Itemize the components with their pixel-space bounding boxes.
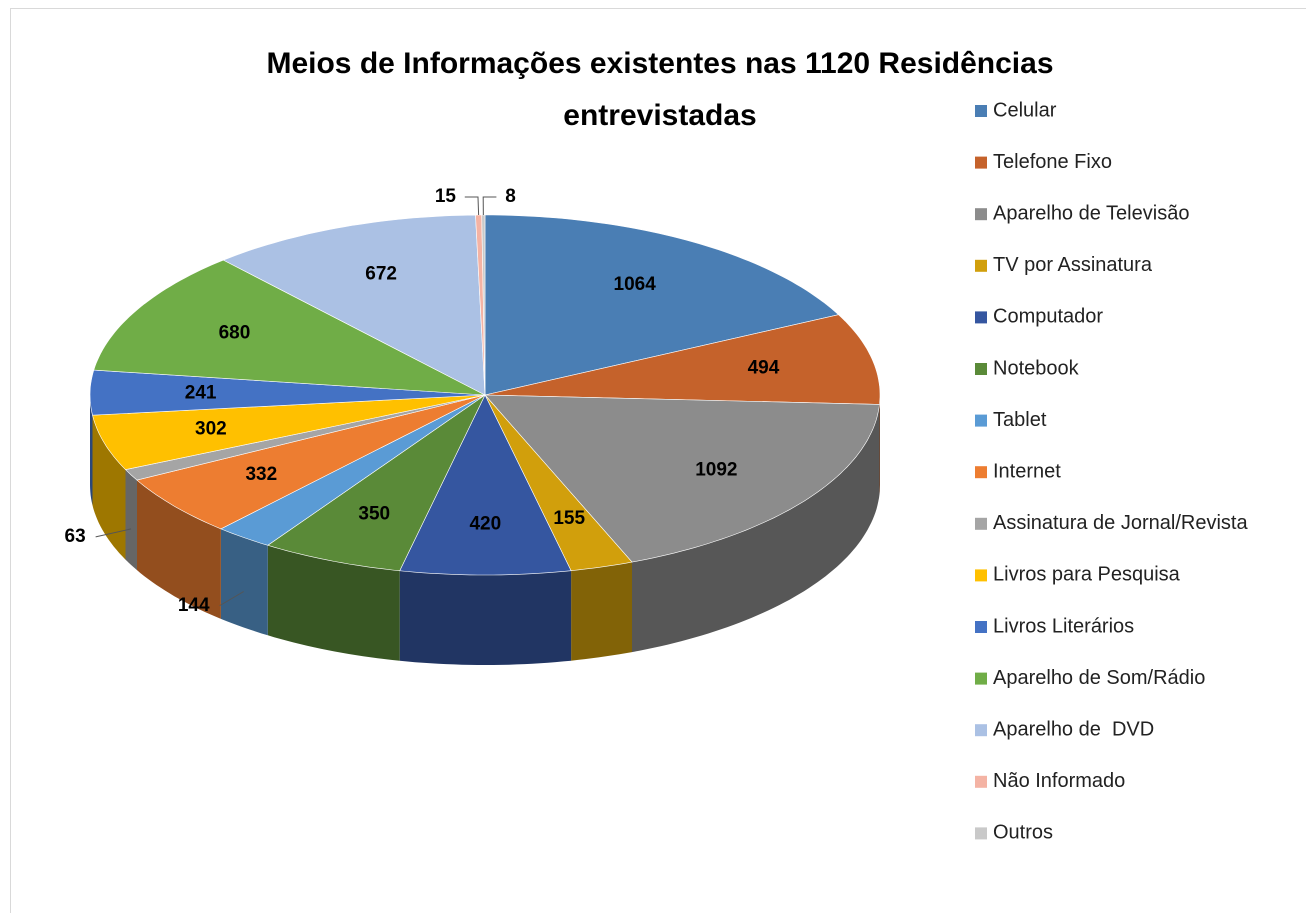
leader-line — [95, 528, 132, 538]
pie-slice — [89, 369, 486, 416]
slice-tops — [89, 214, 881, 576]
legend-label: Celular — [993, 99, 1057, 121]
pie-slice — [136, 394, 486, 530]
slice-side — [92, 415, 126, 560]
data-label: 302 — [195, 419, 227, 440]
data-label: 241 — [185, 382, 217, 403]
legend-label: Não Informado — [993, 770, 1125, 792]
legend-label: Computador — [993, 306, 1103, 328]
legend-swatch — [975, 105, 987, 117]
data-label: 494 — [748, 358, 780, 379]
legend-swatch — [975, 827, 987, 840]
legend-swatch — [975, 724, 987, 737]
slice-side — [267, 545, 400, 661]
legend-label: Aparelho de Som/Rádio — [993, 667, 1205, 689]
legend-swatch — [975, 363, 987, 375]
legend-swatch — [975, 621, 987, 633]
legend-swatch — [975, 672, 987, 685]
data-label: 1092 — [695, 459, 737, 480]
data-label: 155 — [553, 508, 585, 529]
legend-label: Telefone Fixo — [993, 151, 1112, 173]
leader-line — [464, 196, 480, 216]
data-label: 144 — [178, 595, 210, 616]
chart-title: Meios de Informações existentes nas 1120… — [266, 47, 1054, 132]
data-label: 8 — [505, 186, 516, 207]
slice-side — [879, 395, 880, 495]
slice-side — [125, 469, 137, 571]
legend-label: Aparelho de DVD — [993, 718, 1154, 740]
slice-side — [632, 404, 880, 653]
slice-side — [399, 570, 572, 665]
legend-label: Tablet — [993, 409, 1047, 431]
legend-swatch — [975, 156, 987, 169]
pie-slice — [92, 394, 486, 470]
data-label: 672 — [365, 263, 397, 284]
data-label: 332 — [245, 464, 277, 485]
data-label: 680 — [219, 323, 251, 344]
legend-label: TV por Assinatura — [993, 254, 1153, 276]
pie-slice — [267, 394, 486, 572]
pie-slice — [484, 314, 881, 405]
legend-swatch — [975, 466, 987, 479]
data-label: 15 — [435, 186, 457, 207]
legend-label: Livros Literários — [993, 615, 1134, 637]
legend-swatch — [975, 414, 987, 427]
legend-swatch — [975, 259, 987, 272]
slice-side — [220, 528, 268, 636]
pie-slice — [399, 394, 572, 576]
slice-side — [571, 562, 632, 661]
pie-slice — [484, 394, 633, 572]
pie-slice — [93, 259, 486, 396]
slice-side — [137, 480, 221, 619]
chart-border — [10, 8, 1306, 913]
legend-swatch — [975, 517, 987, 530]
pie-slice — [220, 394, 486, 546]
slice-sides — [90, 395, 880, 665]
data-label: 350 — [358, 503, 390, 524]
legend-swatch — [975, 311, 987, 324]
data-label: 63 — [65, 526, 86, 547]
data-label: 420 — [469, 514, 501, 535]
data-labels: 1064 494 1092 155 420 350 144 332 63 302 241 680 672… — [65, 186, 780, 616]
data-label: 1064 — [614, 274, 657, 295]
legend-label: Outros — [993, 822, 1053, 844]
legend-label: Notebook — [993, 357, 1080, 379]
legend-swatch — [975, 208, 987, 221]
legend-label: Livros para Pesquisa — [993, 564, 1181, 586]
pie-slice — [222, 214, 486, 396]
legend: Celular Telefone Fixo Aparelho de Televisã… — [975, 99, 1248, 844]
legend-label: Aparelho de Televisão — [993, 202, 1189, 224]
pie-slice — [484, 394, 880, 563]
legend-swatch — [975, 775, 987, 788]
leader-line — [482, 196, 497, 216]
legend-swatch — [975, 569, 987, 582]
leader-line — [219, 591, 244, 607]
legend-label: Assinatura de Jornal/Revista — [993, 512, 1248, 534]
legend-label: Internet — [993, 460, 1061, 482]
slice-side — [90, 395, 93, 506]
pie-slice — [484, 214, 840, 396]
